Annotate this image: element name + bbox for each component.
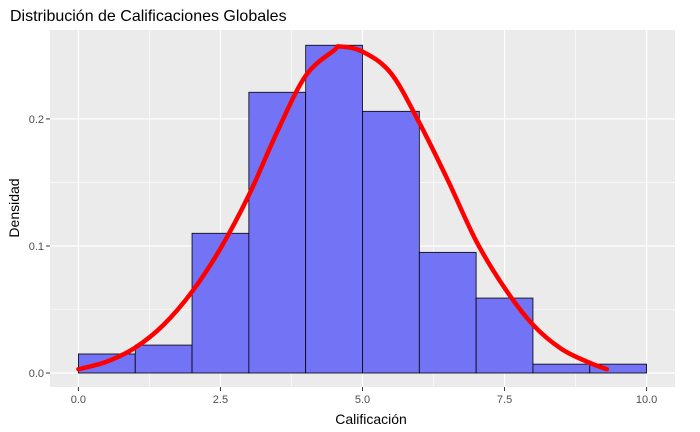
chart-title: Distribución de Calificaciones Globales xyxy=(10,8,287,25)
y-tick-label: 0.2 xyxy=(29,114,44,126)
x-tick-label: 0.0 xyxy=(71,394,86,406)
axis-ticks: 0.0 2.5 5.0 7.5 10.0 0.0 0.1 0.2 xyxy=(29,114,658,406)
histogram-bar xyxy=(305,44,363,374)
histogram-bar xyxy=(418,251,477,374)
x-tick-label: 5.0 xyxy=(355,394,370,406)
y-tick-label: 0.1 xyxy=(29,241,44,253)
histogram-bar xyxy=(589,363,647,374)
density-curve xyxy=(76,44,610,372)
y-axis-title: Densidad xyxy=(6,178,22,237)
histogram-bar xyxy=(134,344,193,374)
histogram-bar xyxy=(532,363,591,374)
histogram-bars xyxy=(78,44,647,374)
x-tick-label: 2.5 xyxy=(213,394,228,406)
histogram-bar xyxy=(362,110,420,374)
histogram-bar xyxy=(248,91,307,374)
x-tick-label: 10.0 xyxy=(636,394,657,406)
y-tick-label: 0.0 xyxy=(29,368,44,380)
density-curve-layer xyxy=(76,44,610,372)
histogram-bar xyxy=(191,232,250,374)
x-axis-title: Calificación xyxy=(335,411,407,427)
histogram-bar xyxy=(475,297,534,374)
x-tick-label: 7.5 xyxy=(497,394,512,406)
